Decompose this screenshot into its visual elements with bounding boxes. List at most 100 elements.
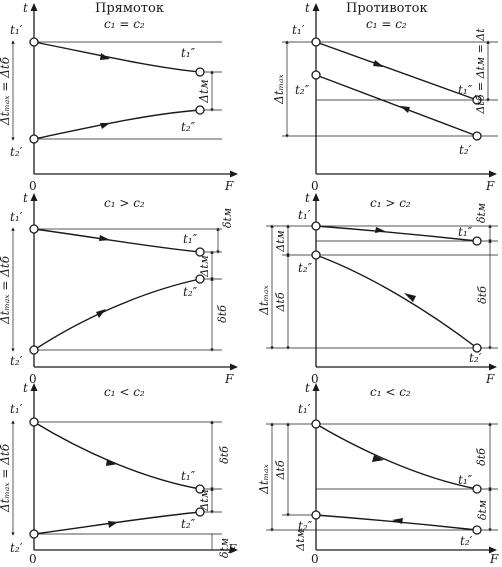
f-axis-arrow [230, 170, 238, 178]
cold-outlet-label: t₂″ [181, 517, 196, 531]
f-axis-arrow [489, 363, 497, 371]
hot-inlet-label: t₁′ [10, 23, 23, 37]
cold-inlet-label: t₂′ [10, 541, 23, 555]
dt-m-label: Δtм [294, 529, 307, 551]
f-axis-arrow [489, 546, 497, 554]
hot-inlet-point [29, 224, 39, 234]
dt-max-label: Δtₘₐₓ = Δtб [0, 443, 12, 513]
cold-outlet-label: t₂″ [298, 519, 313, 533]
t-axis-arrow [30, 193, 38, 201]
flow-arrow [106, 459, 118, 466]
flow-arrow [108, 521, 118, 528]
delta-t-b-label: δtб [476, 286, 489, 304]
f-axis-label: F [224, 179, 234, 193]
hot-inlet-point [311, 419, 321, 429]
hot-outlet-label: t₁″ [183, 232, 198, 246]
hot-outlet-point [195, 67, 205, 77]
delta-t-m-label: δtм [221, 208, 234, 228]
f-axis-arrow [489, 170, 497, 178]
t-axis-arrow [312, 193, 320, 201]
cold-inlet-point [29, 134, 39, 144]
hot-fluid-curve [33, 421, 201, 490]
dt-b-label: Δtб [274, 460, 287, 480]
flow-arrow [392, 518, 403, 524]
delta-t-b-label: δtб [218, 446, 231, 464]
origin-label: 0 [311, 552, 319, 566]
cold-inlet-point [29, 345, 39, 355]
condition-label: c₁ < c₂ [370, 385, 411, 399]
flow-arrow [404, 293, 416, 302]
condition-label: c₁ < c₂ [104, 385, 145, 399]
cold-inlet-label: t₂′ [469, 351, 482, 365]
dt-m-label: Δtм [198, 489, 211, 511]
dt-m-label: Δtм [197, 79, 211, 103]
cold-fluid-curve [33, 511, 201, 535]
cold-outlet-point [195, 105, 205, 115]
hot-outlet-point [195, 247, 205, 257]
t-axis-arrow [312, 383, 320, 391]
cold-inlet-label: t₂′ [10, 145, 23, 159]
dt-max-label: Δtₘₐₓ [257, 463, 271, 494]
condition-label: c₁ > c₂ [104, 196, 145, 210]
hot-outlet-label: t₁″ [181, 469, 196, 483]
panel-parallel-equal: Прямоток c₁ = c₂ t F 0 t₁′ t₂′ t₁″ t₂″ Δ… [0, 1, 238, 193]
dt-max-label: Δtₘₐₓ [257, 284, 271, 315]
hot-outlet-label: t₁″ [181, 46, 196, 60]
flow-arrow [100, 53, 110, 60]
delta-t-b-label: δtб [216, 305, 229, 323]
cold-outlet-label: t₂″ [181, 120, 196, 134]
dt-m-label: Δtм [274, 230, 287, 252]
panel-parallel-c1-less: c₁ < c₂ t F 0 t₁′ t₂′ t₁″ t₂″ Δtₘₐₓ = Δt… [0, 381, 238, 566]
f-axis-arrow [230, 363, 238, 371]
cold-outlet-label: t₂″ [295, 83, 310, 97]
origin-label: 0 [29, 552, 37, 566]
t-axis-label: t [23, 1, 28, 15]
hot-fluid-curve [315, 423, 478, 490]
t-axis-label: t [305, 191, 310, 205]
cold-inlet-label: t₂′ [460, 534, 473, 548]
panel-parallel-c1-greater: c₁ > c₂ t F 0 t₁′ t₂′ t₁″ t₂″ Δtₘₐₓ = Δt… [0, 191, 238, 386]
hot-outlet-label: t₁″ [458, 225, 473, 239]
flow-arrow [400, 106, 410, 113]
f-axis-label: F [227, 542, 237, 556]
cold-inlet-point [472, 343, 482, 353]
cold-fluid-curve [315, 74, 478, 137]
delta-t-m-label: δtм [218, 538, 231, 558]
panel-counter-equal: Противоток c₁ = c₂ t F 0 t₁′ t₂″ t₁″ t₂′… [272, 1, 498, 193]
dt-max-label: Δtₘₐₓ [272, 73, 286, 104]
origin-label: 0 [29, 372, 37, 386]
t-axis-arrow [312, 3, 320, 11]
cold-outlet-label: t₂″ [298, 261, 313, 275]
f-axis-label: F [224, 372, 234, 386]
cold-fluid-curve [33, 278, 201, 351]
origin-label: 0 [311, 372, 319, 386]
hot-outlet-label: t₁″ [458, 83, 473, 97]
cold-outlet-point [311, 70, 321, 80]
panel-counter-c1-less: c₁ < c₂ t F 0 t₁′ t₂″ t₁″ t₂′ Δtₘₐₓ Δtб … [257, 381, 499, 566]
flow-title-parallel: Прямоток [95, 1, 164, 16]
origin-label: 0 [29, 179, 37, 193]
flow-arrow [373, 60, 384, 67]
flow-arrow [372, 455, 384, 462]
hot-inlet-label: t₁′ [10, 210, 23, 224]
flow-arrow [375, 227, 385, 233]
condition-label: c₁ = c₂ [366, 17, 407, 31]
hot-inlet-label: t₁′ [10, 402, 23, 416]
hot-fluid-curve [33, 41, 201, 73]
cold-outlet-label: t₂″ [183, 285, 198, 299]
cold-fluid-curve [315, 514, 478, 531]
dt-equal-label: Δtб = Δtм = Δt [474, 28, 487, 115]
cold-outlet-point [311, 250, 321, 260]
hot-inlet-label: t₁′ [298, 402, 311, 416]
dt-max-label: Δtₘₐₓ = Δtб [0, 56, 12, 126]
flow-arrow [99, 235, 110, 241]
hot-outlet-point [472, 95, 482, 105]
hot-outlet-point [472, 236, 482, 246]
hot-inlet-point [29, 417, 39, 427]
cold-fluid-curve [315, 254, 478, 349]
hot-outlet-label: t₁″ [458, 473, 473, 487]
hot-outlet-point [195, 484, 205, 494]
origin-label: 0 [311, 179, 319, 193]
cold-fluid-curve [33, 109, 201, 140]
